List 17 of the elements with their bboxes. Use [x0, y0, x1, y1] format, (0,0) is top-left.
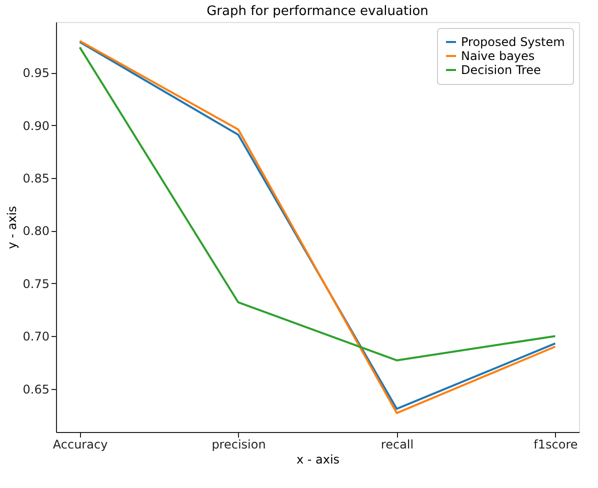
- y-tick-label: 0.95: [22, 66, 50, 80]
- legend-label: Proposed System: [461, 35, 565, 49]
- chart-title: Graph for performance evaluation: [206, 4, 428, 19]
- x-tick-label: precision: [212, 438, 266, 452]
- legend-label: Decision Tree: [461, 63, 541, 77]
- x-tick-label: f1score: [534, 438, 578, 452]
- y-tick-label: 0.75: [22, 276, 50, 291]
- x-tick-label: Accuracy: [52, 438, 108, 452]
- y-tick-label: 0.85: [22, 171, 50, 186]
- y-tick-label: 0.70: [22, 330, 50, 344]
- y-tick-label: 0.80: [22, 224, 50, 238]
- legend-label: Naive bayes: [461, 49, 535, 63]
- x-axis-title: x - axis: [296, 452, 340, 466]
- x-tick-label: recall: [380, 438, 414, 452]
- y-axis-title: y - axis: [4, 206, 19, 250]
- y-tick-label: 0.65: [22, 382, 50, 396]
- y-tick-label: 0.90: [22, 118, 50, 133]
